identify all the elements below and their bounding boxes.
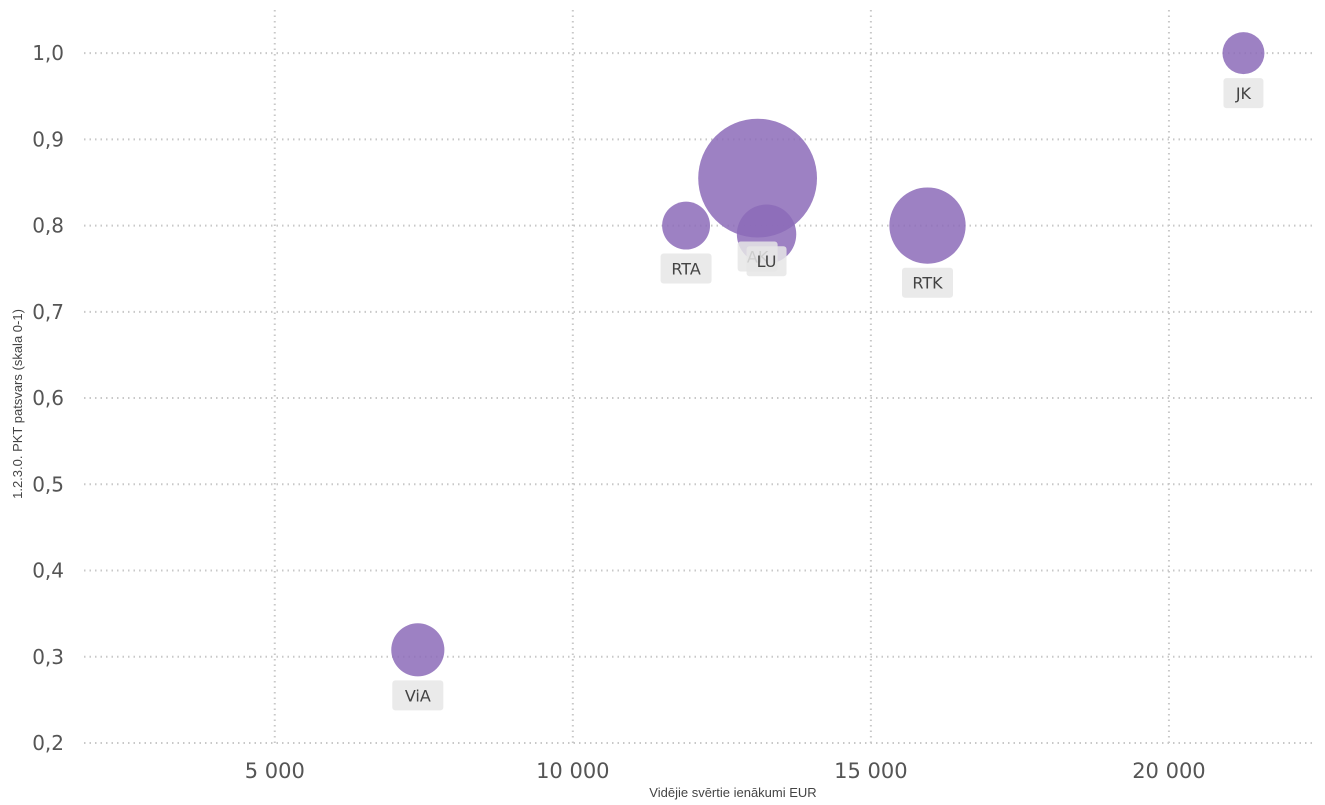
data-label-text: LU bbox=[757, 252, 777, 271]
data-label-background bbox=[1223, 78, 1264, 109]
y-tick-label: 0,5 bbox=[32, 472, 64, 496]
x-tick-label: 10 000 bbox=[536, 759, 609, 783]
bubble-rta[interactable] bbox=[662, 201, 711, 250]
data-label-text: RTK bbox=[912, 274, 943, 293]
data-label-via: ViA bbox=[392, 680, 444, 711]
data-label-text: RTA bbox=[671, 260, 700, 279]
y-tick-label: 1,0 bbox=[32, 41, 64, 65]
x-tick-label: 20 000 bbox=[1132, 759, 1205, 783]
bubble-via[interactable] bbox=[391, 623, 445, 677]
data-label-rta: RTA bbox=[660, 253, 712, 284]
x-tick-label: 5 000 bbox=[245, 759, 305, 783]
bubble-jk[interactable] bbox=[1222, 32, 1265, 75]
y-tick-label: 0,9 bbox=[32, 127, 64, 151]
data-label-background bbox=[746, 246, 787, 277]
data-label-lu: LU bbox=[746, 246, 787, 277]
bubble-ak[interactable] bbox=[698, 118, 818, 238]
data-label-background bbox=[392, 680, 444, 711]
y-tick-label: 0,2 bbox=[32, 731, 64, 755]
bubble-layer bbox=[391, 32, 1265, 677]
grid-layer bbox=[84, 10, 1312, 744]
x-axis-title: Vidējie svērtie ienākumi EUR bbox=[649, 785, 816, 800]
data-label-jk: JK bbox=[1223, 78, 1264, 109]
y-tick-label: 0,6 bbox=[32, 386, 64, 410]
label-layer: AKLURTARTKJKViA bbox=[392, 78, 1264, 711]
tick-layer: 0,2 0,3 0,4 0,5 0,6 0,7 0,8 0,9 1,0 5 000 10 000 15… bbox=[32, 41, 1205, 783]
x-tick-label: 15 000 bbox=[834, 759, 907, 783]
data-label-rtk: RTK bbox=[902, 267, 954, 298]
data-label-background bbox=[902, 267, 954, 298]
bubble-rtk[interactable] bbox=[889, 187, 966, 264]
y-tick-label: 0,4 bbox=[32, 559, 64, 583]
y-tick-label: 0,3 bbox=[32, 645, 64, 669]
y-axis-title: 1.2.3.0. PKT patsvars (skala 0-1) bbox=[10, 309, 25, 499]
data-label-text: JK bbox=[1235, 84, 1252, 103]
y-tick-label: 0,8 bbox=[32, 214, 64, 238]
data-label-text: ViA bbox=[405, 686, 431, 705]
data-label-background bbox=[660, 253, 712, 284]
y-tick-label: 0,7 bbox=[32, 300, 64, 324]
